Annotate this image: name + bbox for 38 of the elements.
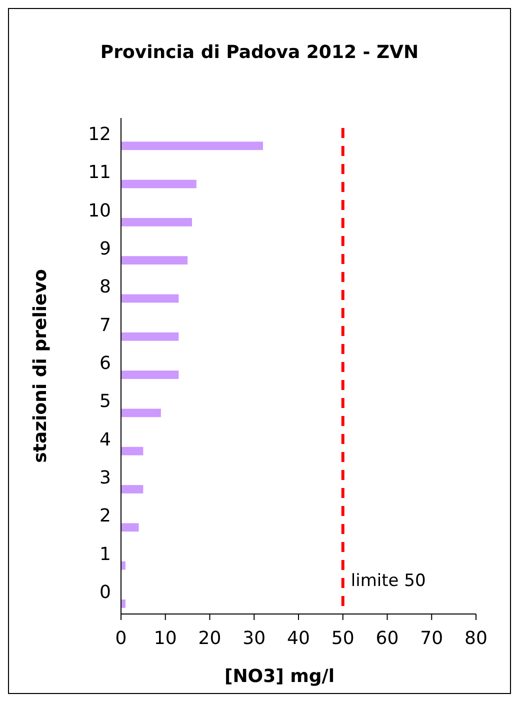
y-tick-label: 2 bbox=[100, 506, 111, 527]
y-tick-label: 9 bbox=[100, 238, 111, 260]
x-tick-label: 0 bbox=[115, 628, 127, 649]
x-tick-label: 30 bbox=[242, 628, 266, 649]
ref-line-label: limite 50 bbox=[350, 571, 426, 591]
y-tick-label: 12 bbox=[88, 124, 111, 146]
y-tick-label: 5 bbox=[100, 391, 111, 412]
bar bbox=[121, 523, 139, 532]
y-tick-label: 0 bbox=[100, 582, 111, 603]
x-tick-label: 20 bbox=[198, 628, 222, 649]
bar bbox=[121, 408, 161, 418]
y-tick-label: 3 bbox=[100, 467, 111, 488]
y-tick-label: 10 bbox=[88, 200, 111, 222]
x-tick-label: 10 bbox=[154, 628, 177, 649]
y-tick-label: 4 bbox=[100, 429, 111, 450]
x-tick-label: 50 bbox=[331, 628, 354, 649]
y-tick-label: 8 bbox=[100, 276, 111, 298]
y-axis-title: stazioni di prelievo bbox=[30, 269, 51, 463]
bar bbox=[121, 600, 126, 608]
bar bbox=[121, 332, 179, 341]
y-tick-label: 7 bbox=[100, 314, 111, 336]
chart-title: Provincia di Padova 2012 - ZVN bbox=[100, 42, 419, 63]
bar bbox=[121, 446, 144, 456]
bar bbox=[121, 370, 179, 379]
bar bbox=[121, 485, 144, 494]
x-tick-label: 60 bbox=[376, 628, 399, 649]
bar bbox=[121, 180, 196, 188]
bar bbox=[121, 218, 192, 226]
x-axis-title: [NO3] mg/l bbox=[224, 666, 334, 687]
y-tick-label: 6 bbox=[100, 353, 111, 374]
y-tick-label: 1 bbox=[100, 544, 111, 565]
bar bbox=[121, 294, 179, 303]
x-tick-label: 80 bbox=[464, 628, 488, 649]
x-tick-label: 40 bbox=[287, 628, 310, 649]
y-tick-label: 11 bbox=[88, 162, 111, 184]
bar bbox=[121, 142, 263, 150]
bar bbox=[121, 256, 188, 265]
x-tick-label: 70 bbox=[420, 628, 444, 649]
